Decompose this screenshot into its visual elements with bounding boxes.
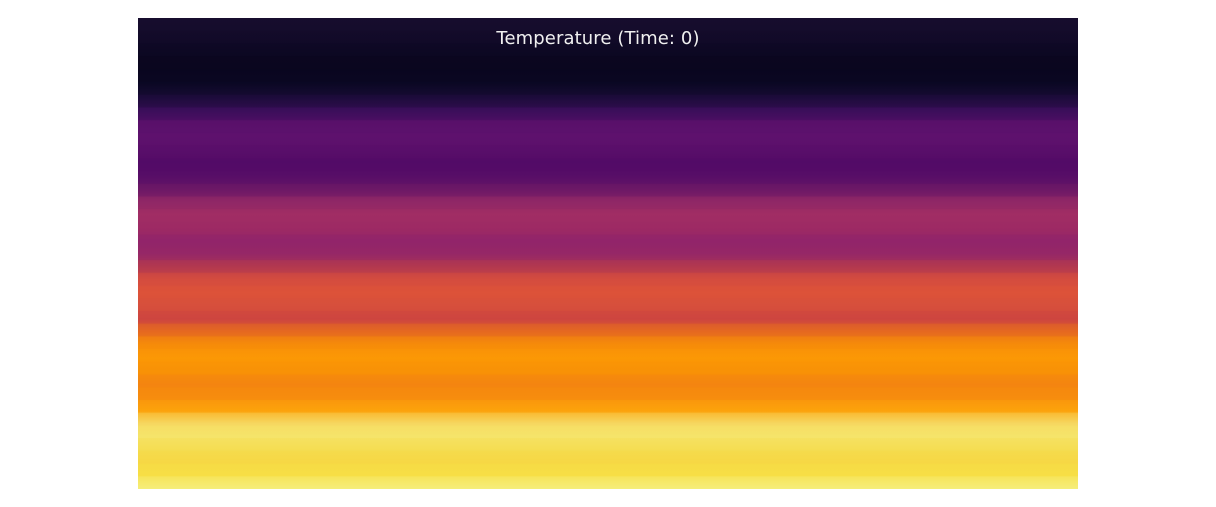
heatmap-row-cell [138, 450, 1078, 465]
heatmap-row-cell [138, 68, 1078, 83]
chart-title: Temperature (Time: 0) [496, 28, 700, 49]
heatmap-row-cell [138, 399, 1078, 414]
heatmap-row-cell [138, 132, 1078, 146]
heatmap-row-cell [138, 145, 1078, 159]
heatmap-row-cell [138, 56, 1078, 70]
heatmap-row-cell [138, 196, 1078, 210]
heatmap-row-cell [138, 247, 1078, 261]
heatmap-gradient-field [138, 18, 1078, 489]
heatmap-canvas [138, 18, 1078, 489]
heatmap-plot: Temperature (Time: 0) [138, 18, 1078, 489]
heatmap-row-cell [138, 81, 1078, 95]
heatmap-cells [138, 18, 1078, 489]
heatmap-row-cell [138, 438, 1078, 452]
heatmap-row-cell [138, 18, 1078, 32]
heatmap-row-cell [138, 234, 1078, 248]
heatmap-row-cell [138, 310, 1078, 325]
heatmap-row-cell [138, 387, 1078, 401]
heatmap-row-cell [138, 374, 1078, 388]
heatmap-row-cell [138, 323, 1078, 337]
heatmap-row-cell [138, 170, 1078, 184]
heatmap-row-cell [138, 221, 1078, 235]
heatmap-row-cell [138, 272, 1078, 286]
heatmap-row-cell [138, 285, 1078, 299]
heatmap-row-cell [138, 158, 1078, 172]
heatmap-row-cell [138, 463, 1078, 477]
heatmap-row-cell [138, 183, 1078, 197]
heatmap-row-cell [138, 119, 1078, 134]
heatmap-row-cell [138, 43, 1078, 57]
heatmap-row-cell [138, 361, 1078, 375]
heatmap-row-cell [138, 30, 1078, 44]
heatmap-row-cell [138, 425, 1078, 439]
heatmap-row-cell [138, 336, 1078, 350]
heatmap-row-cell [138, 298, 1078, 312]
heatmap-row-cell [138, 94, 1078, 108]
heatmap-row-cell [138, 107, 1078, 121]
heatmap-row-cell [138, 412, 1078, 426]
heatmap-row-cell [138, 259, 1078, 274]
heatmap-row-cell [138, 476, 1078, 489]
heatmap-row-cell [138, 348, 1078, 363]
heatmap-row-cell [138, 208, 1078, 223]
